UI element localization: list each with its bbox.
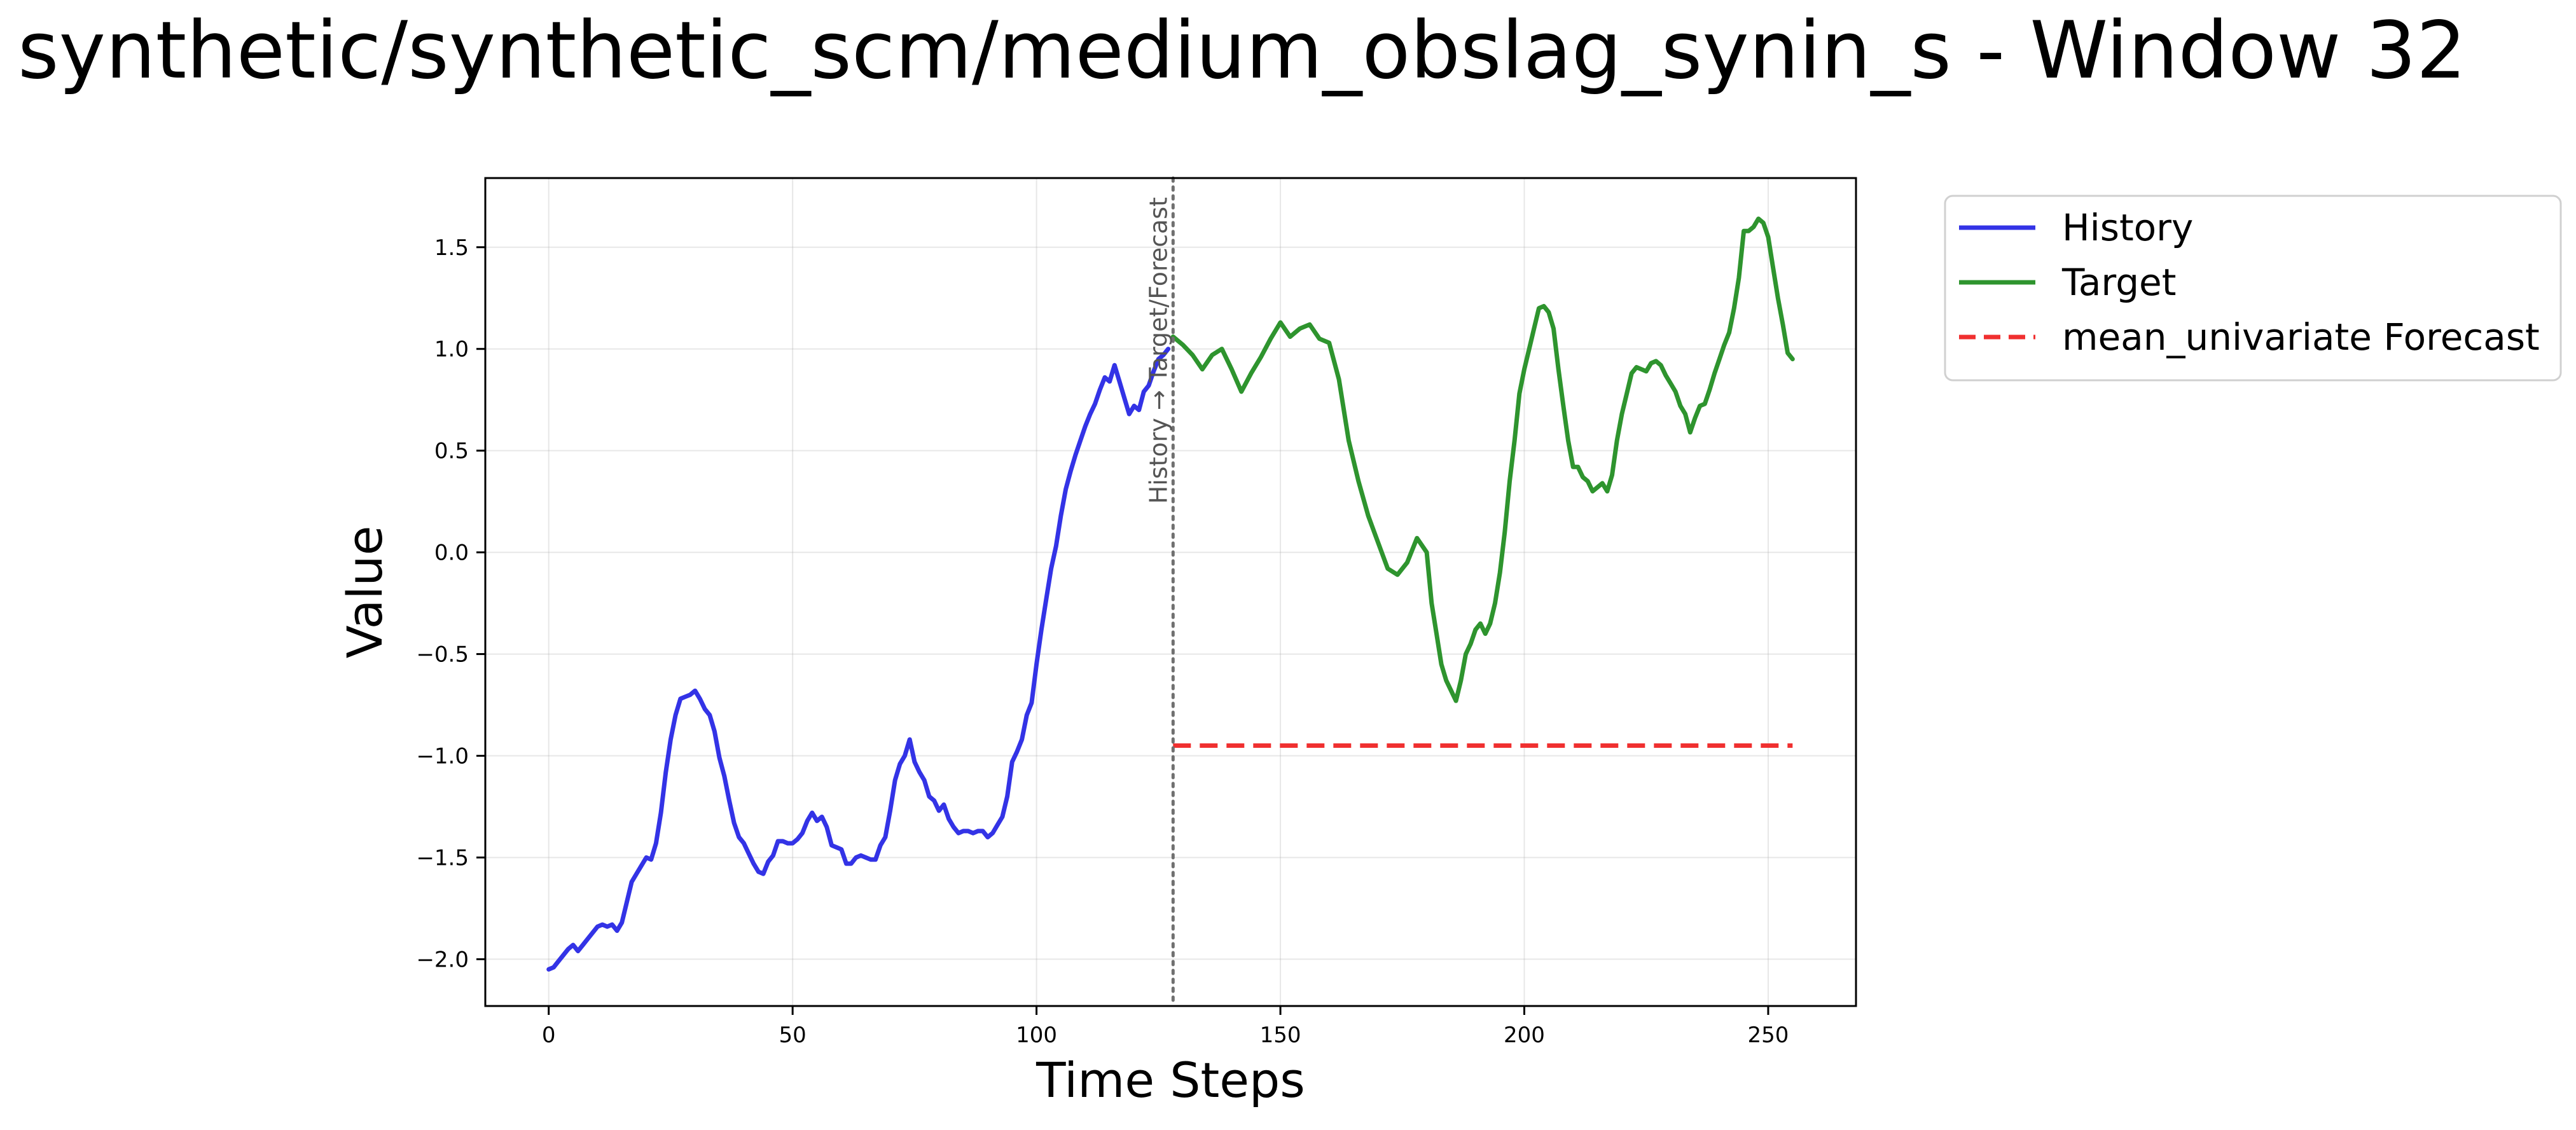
legend-label-mean-univariate-forecast: mean_univariate Forecast [2062, 315, 2540, 359]
series-line-history [546, 347, 1171, 972]
y-tick-label-7: 1.5 [434, 235, 469, 261]
legend-label-history: History [2062, 206, 2193, 249]
y-tick-label-1: −1.5 [416, 845, 469, 871]
y-tick-label-3: −0.5 [416, 642, 469, 668]
split-label: History → Target/Forecast [1144, 197, 1172, 504]
x-axis-ticks: 0 50 100 150 200 250 [542, 1006, 1789, 1048]
x-tick-label-1: 50 [779, 1023, 807, 1048]
x-tick-label-2: 100 [1016, 1023, 1057, 1048]
legend: History Target mean_univariate Forecast [1944, 195, 2562, 382]
y-axis-title: Value [336, 526, 393, 659]
x-axis-title: Time Steps [1035, 1052, 1305, 1108]
x-tick-label-4: 200 [1504, 1023, 1545, 1048]
x-tick-label-0: 0 [542, 1023, 556, 1048]
series-line-target [1170, 216, 1795, 703]
grid [485, 178, 1856, 1006]
y-tick-label-6: 1.0 [434, 337, 469, 362]
y-tick-label-0: −2.0 [416, 947, 469, 972]
y-tick-label-2: −1.0 [416, 744, 469, 769]
y-axis-ticks: −2.0 −1.5 −1.0 −0.5 0.0 0.5 1.0 1.5 [416, 235, 485, 972]
split-marker: History → Target/Forecast [1144, 176, 1175, 1008]
chart-title: synthetic/synthetic_scm/medium_obslag_sy… [18, 5, 2467, 97]
y-tick-label-5: 0.5 [434, 439, 469, 464]
series-lines [546, 216, 1795, 972]
x-tick-label-5: 250 [1748, 1023, 1789, 1048]
legend-box [1944, 195, 2562, 382]
legend-label-target: Target [2061, 261, 2176, 304]
plot-frame [484, 177, 1857, 1007]
x-tick-label-3: 150 [1260, 1023, 1301, 1048]
y-tick-label-4: 0.0 [434, 541, 469, 566]
